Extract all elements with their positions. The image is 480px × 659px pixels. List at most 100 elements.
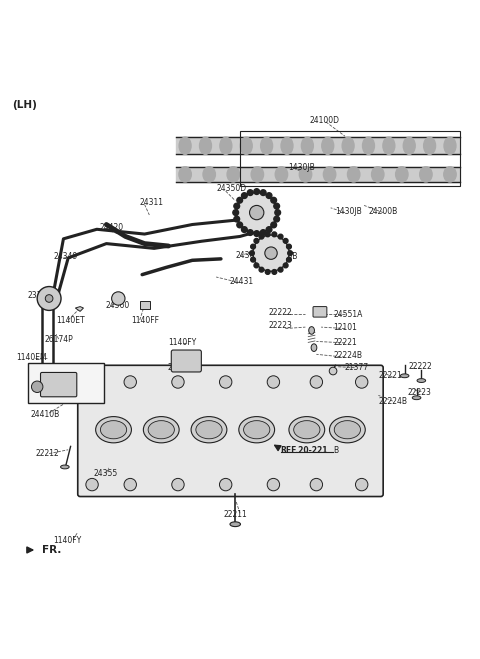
Ellipse shape — [309, 327, 314, 334]
Text: 1140FY: 1140FY — [168, 338, 197, 347]
Polygon shape — [75, 306, 84, 311]
Circle shape — [278, 268, 283, 272]
Circle shape — [283, 263, 288, 268]
Ellipse shape — [243, 420, 270, 439]
Text: 24551A: 24551A — [333, 310, 362, 319]
Circle shape — [219, 376, 232, 388]
Text: 23120: 23120 — [28, 291, 52, 300]
Text: 24560: 24560 — [106, 301, 130, 310]
Circle shape — [237, 192, 277, 233]
Circle shape — [124, 376, 136, 388]
Text: 24100D: 24100D — [309, 116, 339, 125]
Text: 1430JB: 1430JB — [336, 207, 362, 215]
Ellipse shape — [396, 167, 408, 182]
Circle shape — [260, 190, 266, 196]
Ellipse shape — [424, 137, 435, 154]
Text: 24200B: 24200B — [369, 207, 398, 215]
Ellipse shape — [322, 137, 334, 154]
Text: 1140ET: 1140ET — [56, 316, 85, 326]
Ellipse shape — [261, 137, 273, 154]
Ellipse shape — [383, 137, 395, 154]
Ellipse shape — [444, 137, 456, 154]
Circle shape — [278, 234, 283, 239]
Text: 22212: 22212 — [36, 449, 60, 458]
Circle shape — [287, 257, 291, 262]
Circle shape — [124, 478, 136, 491]
Text: 24370B: 24370B — [269, 252, 298, 262]
Text: 22222: 22222 — [408, 362, 432, 371]
Ellipse shape — [200, 137, 212, 154]
Ellipse shape — [300, 167, 312, 182]
Ellipse shape — [60, 465, 69, 469]
Text: REF.20-221: REF.20-221 — [281, 445, 328, 455]
Ellipse shape — [329, 416, 365, 443]
Text: (LH): (LH) — [12, 100, 37, 110]
Text: 24431: 24431 — [229, 277, 253, 286]
Ellipse shape — [191, 416, 227, 443]
Text: 22222: 22222 — [269, 308, 292, 317]
Circle shape — [274, 216, 279, 222]
Circle shape — [172, 478, 184, 491]
FancyBboxPatch shape — [313, 306, 327, 317]
Circle shape — [247, 190, 253, 196]
Ellipse shape — [348, 167, 360, 182]
Circle shape — [265, 270, 270, 274]
Ellipse shape — [342, 137, 354, 154]
Circle shape — [237, 198, 242, 203]
Ellipse shape — [100, 420, 127, 439]
Ellipse shape — [444, 167, 456, 182]
Text: 24361A: 24361A — [235, 251, 264, 260]
Circle shape — [254, 239, 259, 243]
Ellipse shape — [324, 167, 336, 182]
Circle shape — [356, 376, 368, 388]
Ellipse shape — [230, 522, 240, 527]
Text: 12101: 12101 — [333, 323, 357, 331]
Ellipse shape — [96, 416, 132, 443]
Circle shape — [254, 188, 260, 194]
Circle shape — [219, 478, 232, 491]
Circle shape — [259, 268, 264, 272]
Ellipse shape — [412, 396, 421, 399]
Text: 1430JB: 1430JB — [288, 163, 314, 172]
Ellipse shape — [227, 167, 240, 182]
Circle shape — [287, 244, 291, 249]
Circle shape — [266, 227, 272, 233]
Ellipse shape — [311, 344, 317, 351]
Circle shape — [254, 231, 260, 237]
Ellipse shape — [240, 137, 252, 154]
Circle shape — [271, 198, 276, 203]
Circle shape — [86, 376, 98, 388]
Text: 24355: 24355 — [93, 469, 117, 478]
Text: 22224B: 22224B — [378, 397, 408, 405]
Circle shape — [251, 244, 255, 249]
Ellipse shape — [403, 137, 415, 154]
Circle shape — [86, 478, 98, 491]
Circle shape — [253, 235, 289, 272]
Circle shape — [250, 206, 264, 219]
Circle shape — [272, 232, 277, 237]
Ellipse shape — [289, 416, 324, 443]
Ellipse shape — [239, 416, 275, 443]
Circle shape — [288, 251, 292, 256]
Ellipse shape — [400, 374, 409, 378]
Text: 22221: 22221 — [378, 371, 402, 380]
Bar — [240, 131, 459, 186]
Circle shape — [283, 239, 288, 243]
Ellipse shape — [420, 167, 432, 182]
Circle shape — [260, 230, 266, 235]
Text: 24311: 24311 — [140, 198, 164, 206]
Ellipse shape — [144, 416, 179, 443]
Ellipse shape — [294, 420, 320, 439]
Text: 24410B: 24410B — [30, 410, 59, 419]
Circle shape — [233, 210, 239, 215]
Circle shape — [247, 230, 253, 235]
Circle shape — [310, 478, 323, 491]
Text: FR.: FR. — [42, 545, 61, 555]
Text: 1140FF: 1140FF — [131, 316, 159, 326]
Text: 24412E: 24412E — [51, 376, 80, 386]
Text: 24350D: 24350D — [216, 185, 246, 193]
Circle shape — [234, 203, 240, 209]
Circle shape — [234, 216, 240, 222]
Circle shape — [267, 478, 280, 491]
Circle shape — [250, 251, 254, 256]
